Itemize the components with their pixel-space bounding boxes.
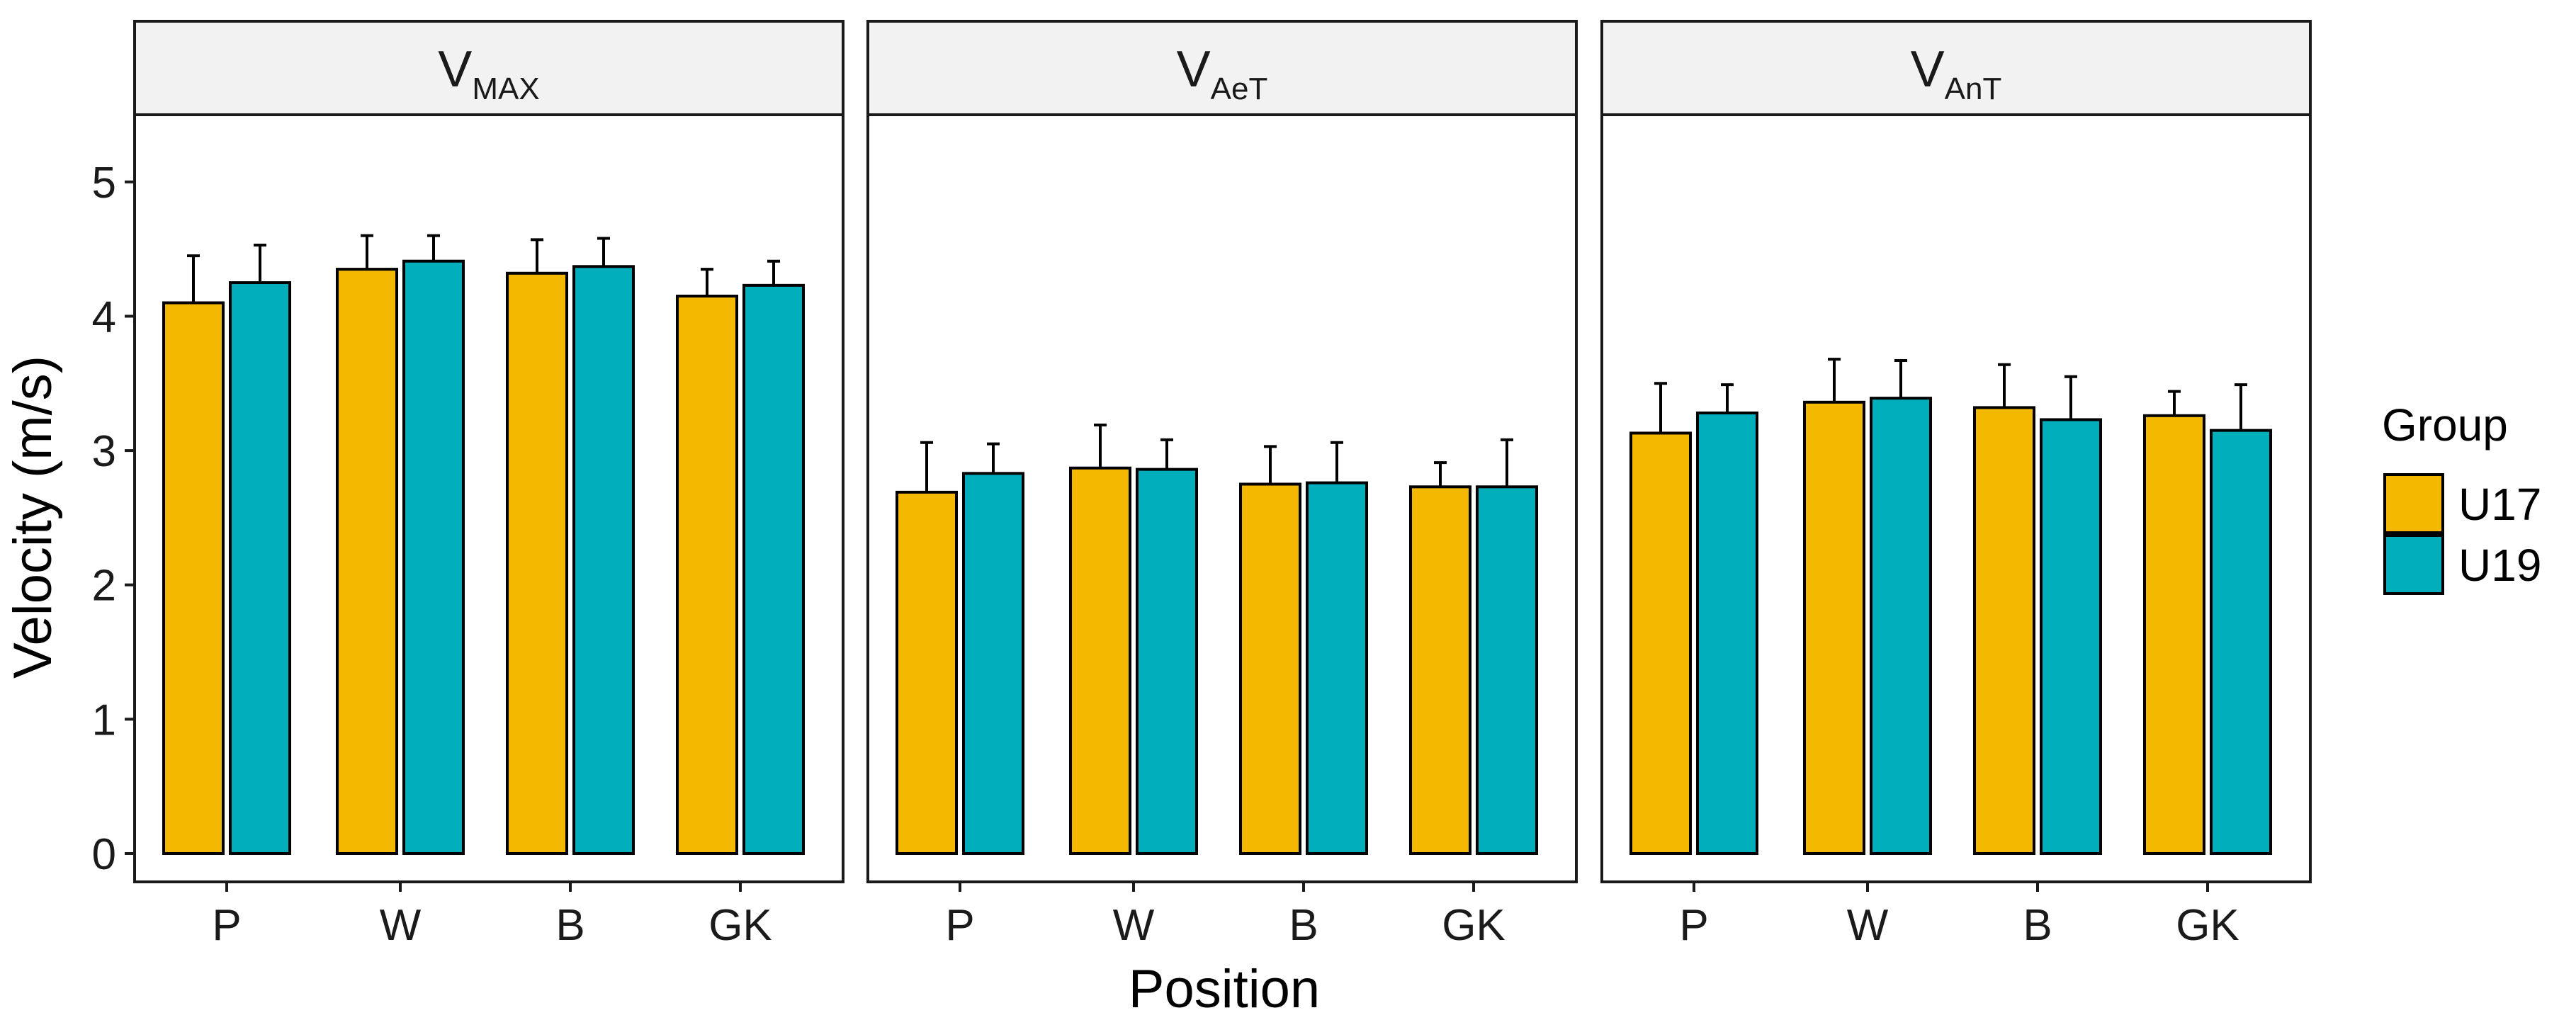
y-axis: 0 1 2 3 4 5 (92, 159, 135, 879)
x-tick-label: B (2023, 901, 2052, 950)
bar-u19-w (402, 259, 465, 856)
bar-u19-p (229, 281, 291, 855)
y-tick-label: 4 (92, 293, 116, 341)
bar-u17-b (1973, 406, 2035, 855)
x-tick-label: W (1113, 901, 1155, 950)
bar-u19-w (1870, 397, 1932, 855)
x-tick-label: GK (1442, 901, 1506, 950)
x-tick-label: GK (2176, 901, 2239, 950)
bar-u17-gk (2143, 414, 2205, 855)
bar-u17-b (1239, 482, 1301, 855)
bar-u19-gk (1476, 485, 1538, 855)
bar-u19-gk (2210, 429, 2272, 855)
legend-key-u17 (2383, 473, 2444, 534)
x-tick-label: P (212, 901, 241, 950)
bar-u19-b (2040, 418, 2102, 855)
bar-u17-p (162, 301, 225, 855)
bar-u17-w (1803, 400, 1865, 855)
bar-u19-p (962, 472, 1024, 855)
bar-u17-b (506, 271, 568, 855)
bar-u17-gk (1409, 485, 1471, 855)
x-tick-label: W (1847, 901, 1889, 950)
x-tick-label: B (1289, 901, 1318, 950)
facet-strip (133, 20, 844, 116)
y-axis-title: Velocity (m/s) (3, 356, 63, 679)
legend-label-u19: U19 (2458, 540, 2541, 591)
x-tick-label: GK (708, 901, 772, 950)
bar-u17-gk (676, 295, 738, 855)
y-tick-label: 0 (92, 830, 116, 879)
bar-u17-p (1629, 431, 1692, 855)
bar-u19-gk (742, 283, 805, 855)
facet-strip-subscript: MAX (472, 72, 539, 106)
bar-u17-p (896, 490, 958, 855)
legend-label-u17: U17 (2458, 479, 2541, 530)
legend-key-u19 (2383, 534, 2444, 595)
bar-u17-w (336, 268, 398, 855)
bar-u17-w (1069, 466, 1131, 855)
y-tick-label: 5 (92, 159, 116, 208)
bar-u19-b (1306, 481, 1368, 855)
y-tick-label: 1 (92, 696, 116, 744)
x-tick-label: W (380, 901, 422, 950)
facet-strip-subscript: AnT (1945, 72, 2002, 106)
y-tick-label: 3 (92, 427, 116, 476)
y-tick-label: 2 (92, 562, 116, 611)
legend-title: Group (2382, 400, 2508, 450)
x-axis-title: Position (1129, 959, 1320, 1019)
legend: Group U17 U19 (2382, 400, 2541, 595)
bar-u19-p (1696, 411, 1758, 855)
bar-u19-w (1136, 468, 1198, 855)
bar-u19-b (572, 265, 635, 856)
facet-strip (1600, 20, 2312, 116)
x-tick-label: P (1679, 901, 1708, 950)
x-tick-label: P (945, 901, 974, 950)
x-tick-label: B (555, 901, 584, 950)
facet-strip-subscript: AeT (1211, 72, 1268, 106)
